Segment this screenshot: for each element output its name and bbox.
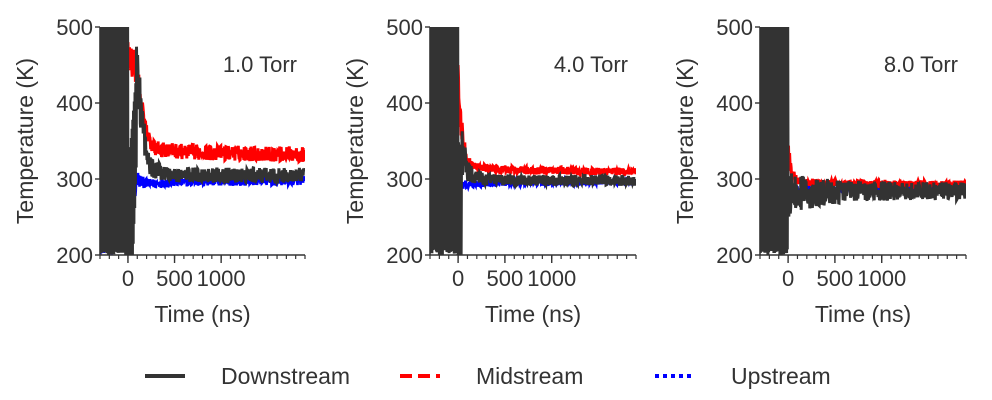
y-axis-label: Temperature (K) [342,58,368,224]
legend-item-downstream: Downstream [145,363,350,389]
y-tick-label: 200 [386,243,423,268]
y-tick-label: 500 [716,15,753,40]
x-tick-label: 0 [782,266,794,291]
y-tick-label: 200 [56,243,93,268]
y-tick-label: 400 [716,91,753,116]
y-axis-label: Temperature (K) [12,58,38,224]
y-tick-label: 200 [716,243,753,268]
series-line-downstream [430,27,636,255]
plot-area [430,27,636,255]
y-axis-label: Temperature (K) [672,58,698,224]
y-tick-label: 300 [716,167,753,192]
plot-area [760,27,966,255]
x-tick-label: 1000 [197,266,246,291]
legend-label-midstream: Midstream [476,363,583,389]
x-tick-label: 500 [817,266,854,291]
y-tick-label: 400 [386,91,423,116]
y-tick-label: 500 [386,15,423,40]
pressure-annotation: 8.0 Torr [884,52,958,77]
x-tick-label: 1000 [857,266,906,291]
legend-label-upstream: Upstream [731,363,831,389]
series-line-downstream [100,27,305,255]
legend-label-downstream: Downstream [221,363,350,389]
plot-area [100,27,305,255]
series-line-downstream [760,27,966,255]
pressure-annotation: 1.0 Torr [223,52,297,77]
x-tick-label: 500 [156,266,193,291]
x-tick-label: 0 [452,266,464,291]
y-tick-label: 500 [56,15,93,40]
y-tick-label: 300 [386,167,423,192]
y-tick-label: 300 [56,167,93,192]
x-axis-label: Time (ns) [154,301,250,327]
legend-item-midstream: Midstream [400,363,583,389]
x-tick-label: 0 [122,266,134,291]
series-line-midstream [100,27,305,165]
x-axis-label: Time (ns) [485,301,581,327]
x-tick-label: 500 [487,266,524,291]
x-axis-label: Time (ns) [815,301,911,327]
x-tick-label: 1000 [527,266,576,291]
legend-item-upstream: Upstream [655,363,831,389]
legend: Downstream Midstream Upstream [145,363,831,389]
series-line-midstream [786,145,966,194]
y-tick-label: 400 [56,91,93,116]
pressure-annotation: 4.0 Torr [554,52,628,77]
